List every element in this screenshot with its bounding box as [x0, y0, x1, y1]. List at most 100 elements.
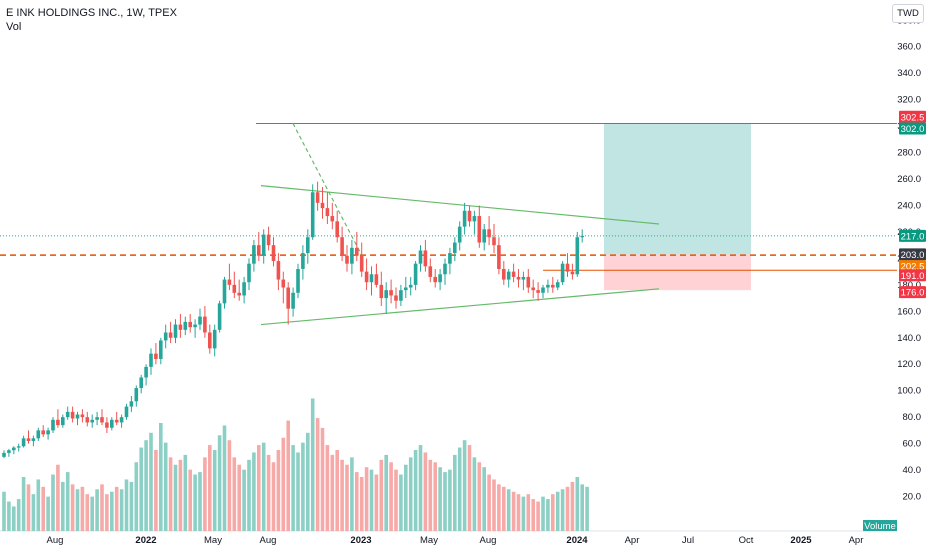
volume-bar [526, 494, 531, 531]
candle-body [178, 324, 183, 330]
candle-body [296, 268, 300, 293]
candle-body [551, 284, 555, 288]
volume-bar [472, 457, 477, 531]
candle-body [570, 271, 575, 275]
trendline-lower [260, 288, 660, 326]
candle-body [320, 202, 325, 209]
volume-bar [80, 486, 85, 531]
y-tick-label: 320.0 [897, 95, 921, 106]
candle-body [119, 417, 124, 423]
volume-bar [575, 477, 580, 531]
volume-bar [183, 454, 188, 531]
volume-bar [560, 489, 565, 531]
x-tick-label: 2022 [135, 535, 156, 546]
volume-bar [70, 484, 75, 531]
volume-bar [443, 472, 447, 531]
volume-bar [433, 462, 437, 531]
volume-bar [56, 464, 60, 531]
price-tag-label: 202.5 [901, 262, 925, 273]
volume-bar [85, 494, 90, 531]
x-tick-label: Oct [739, 535, 754, 546]
y-tick-label: 340.0 [897, 68, 921, 79]
volume-bar [497, 484, 501, 531]
price-tag: 191.0 [899, 269, 926, 282]
volume-bar [227, 440, 232, 531]
y-tick-label: 160.0 [897, 306, 921, 317]
candle-body [70, 411, 75, 419]
volume-bar [448, 469, 452, 531]
candle-body [355, 247, 359, 256]
candle-body [257, 245, 261, 256]
volume-bar [320, 427, 325, 531]
volume-indicator-label: Vol [6, 21, 22, 33]
volume-bar [506, 489, 511, 531]
symbol-title: E INK HOLDINGS INC., 1W, TPEX [6, 7, 177, 19]
candle-body [379, 284, 384, 299]
candle-body [2, 452, 6, 457]
volume-bar [565, 486, 570, 531]
volume-bar [222, 425, 227, 531]
volume-bar [75, 489, 80, 531]
candle-body [46, 430, 50, 435]
volume-bar [188, 469, 192, 531]
volume-bar [95, 489, 99, 531]
volume-bar [555, 491, 560, 531]
candle-body [394, 295, 398, 301]
y-tick-label: 80.0 [903, 412, 922, 423]
candle-body [51, 419, 55, 431]
volume-bar [536, 501, 540, 531]
volume-bar [399, 474, 403, 531]
volume-tag-label: Volume [864, 521, 896, 532]
price-tag-bg [899, 229, 926, 242]
candle-body [364, 271, 369, 283]
volume-bar [379, 459, 384, 531]
candle-body [345, 255, 349, 264]
candle-body [315, 192, 320, 203]
volume-bar [261, 442, 266, 531]
price-tag: 202.5 [899, 260, 926, 273]
candle-body [217, 303, 222, 330]
currency-button[interactable]: TWD [892, 4, 924, 23]
candle-body [193, 324, 197, 328]
volume-bar [438, 467, 442, 531]
x-tick-label: 2024 [566, 535, 588, 546]
candle-body [369, 274, 374, 283]
price-tag-label: 302.0 [901, 124, 925, 135]
volume-bar [232, 457, 237, 531]
volume-bar [531, 499, 535, 531]
candle-body [546, 284, 550, 288]
price-tag: 217.0 [899, 229, 926, 242]
y-tick-label: 40.0 [903, 465, 922, 476]
volume-bar [462, 440, 467, 531]
volume-bar [570, 481, 575, 531]
price-tag: 203.0 [899, 248, 926, 261]
volume-bar [266, 454, 271, 531]
volume-bar [217, 435, 222, 531]
volume-bar [257, 445, 261, 531]
volume-bar [359, 477, 364, 531]
volume-bar [149, 432, 153, 531]
y-tick-label: 260.0 [897, 174, 921, 185]
trendline-upper [260, 185, 660, 225]
volume-bar [521, 496, 526, 531]
volume-bar [154, 450, 158, 531]
volume-bar [36, 479, 41, 531]
price-tag: 176.0 [899, 286, 926, 299]
volume-bar [139, 447, 143, 531]
volume-bar [413, 450, 418, 531]
volume-bar [551, 494, 555, 531]
candle-body [110, 419, 114, 428]
volume-bar [541, 496, 545, 531]
volume-bar [208, 445, 212, 531]
volume-bar [355, 472, 359, 531]
volume-bar [487, 474, 491, 531]
volume-bar [492, 479, 496, 531]
volume-bar [350, 457, 354, 531]
volume-bar [168, 457, 173, 531]
volume-bar [404, 464, 408, 531]
candle-body [183, 321, 188, 330]
volume-bar [105, 494, 109, 531]
candle-body [261, 234, 266, 256]
candle-body [462, 210, 467, 227]
